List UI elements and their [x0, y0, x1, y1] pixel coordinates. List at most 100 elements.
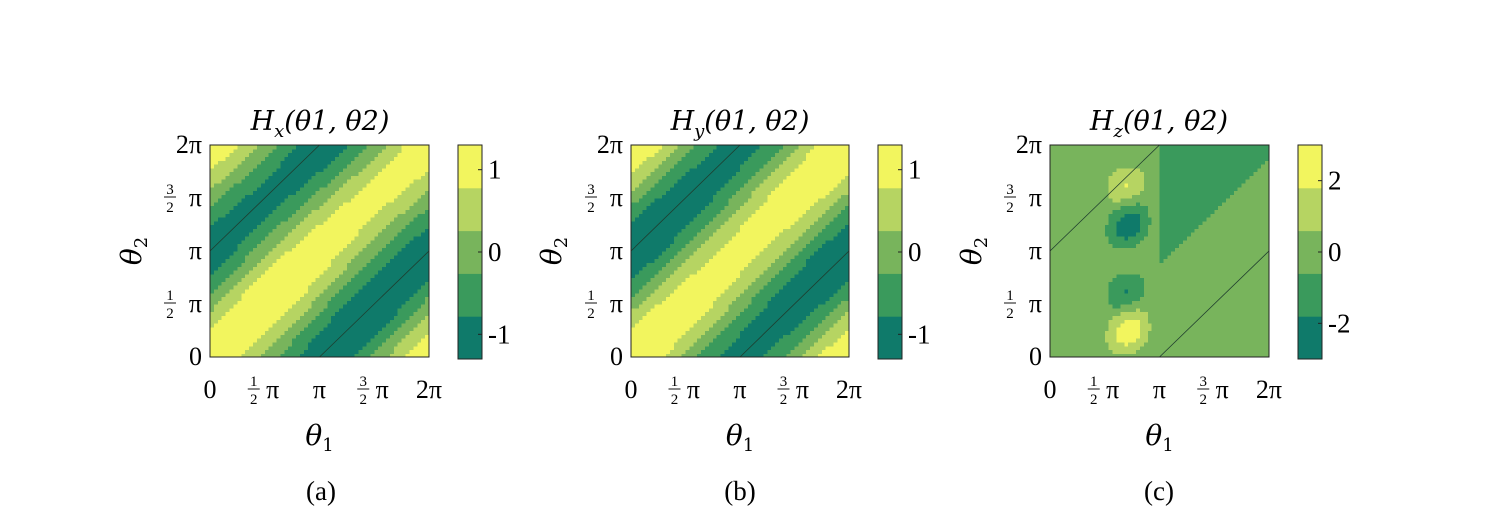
heatmap-cell	[720, 273, 726, 279]
heatmap-cell	[405, 216, 411, 222]
heatmap-cell	[697, 209, 702, 214]
heatmap-cell	[421, 258, 426, 263]
heatmap-cell	[755, 315, 761, 320]
heatmap-cell	[339, 190, 344, 195]
heatmap-cell	[327, 160, 332, 165]
heatmap-cell	[213, 330, 219, 335]
heatmap-cell	[413, 292, 418, 298]
heatmap-cell	[409, 292, 414, 298]
heatmap-cell	[755, 269, 761, 275]
heatmap-cell	[666, 349, 671, 354]
heatmap-cell	[366, 194, 371, 199]
heatmap-cell	[743, 216, 749, 222]
heatmap-cell	[253, 307, 258, 313]
heatmap-cell	[728, 171, 733, 176]
heatmap-cell	[689, 349, 694, 354]
heatmap-cell	[280, 171, 285, 176]
heatmap-cell	[233, 262, 238, 267]
heatmap-cell	[221, 277, 227, 282]
heatmap-cell	[342, 209, 348, 214]
heatmap-cell	[751, 353, 757, 358]
heatmap-cell	[374, 186, 379, 192]
heatmap-cell	[708, 167, 714, 173]
heatmap-cell	[720, 254, 726, 260]
heatmap-cell	[385, 220, 391, 226]
heatmap-cell	[292, 228, 297, 233]
heatmap-cell	[284, 304, 289, 309]
heatmap-cell	[339, 201, 344, 207]
heatmap-cell	[213, 235, 219, 241]
heatmap-cell	[225, 292, 231, 298]
heatmap-cell	[358, 239, 364, 245]
heatmap-cell	[256, 315, 262, 320]
heatmap-cell	[393, 311, 399, 316]
heatmap-cell	[697, 326, 702, 332]
heatmap-cell	[638, 349, 644, 354]
heatmap-cell	[260, 292, 266, 298]
heatmap-cell	[249, 213, 254, 218]
heatmap-cell	[233, 209, 238, 214]
heatmap-cell	[303, 285, 309, 290]
heatmap-cell	[634, 315, 640, 320]
heatmap-cell	[260, 315, 266, 320]
heatmap-cell	[642, 220, 648, 226]
heatmap-cell	[225, 304, 231, 309]
heatmap-cell	[654, 182, 659, 188]
heatmap-cell	[366, 243, 371, 248]
heatmap-cell	[732, 254, 737, 260]
heatmap-cell	[728, 307, 733, 313]
heatmap-cell	[728, 201, 733, 207]
heatmap-cell	[245, 281, 250, 286]
heatmap-cell	[751, 171, 757, 176]
heatmap-cell	[323, 235, 328, 241]
heatmap-cell	[736, 156, 741, 161]
heatmap-cell	[389, 273, 395, 279]
heatmap-cell	[362, 171, 368, 176]
heatmap-cell	[374, 171, 379, 176]
heatmap-cell	[646, 182, 652, 188]
heatmap-cell	[704, 243, 710, 248]
heatmap-cell	[319, 315, 325, 320]
heatmap-cell	[276, 334, 281, 339]
heatmap-cell	[650, 171, 655, 176]
heatmap-cell	[712, 258, 718, 263]
heatmap-cell	[704, 194, 710, 199]
heatmap-cell	[704, 296, 710, 301]
heatmap-cell	[634, 220, 640, 226]
heatmap-cell	[327, 251, 332, 256]
heatmap-cell	[327, 167, 332, 173]
heatmap-cell	[346, 179, 352, 184]
heatmap-cell	[280, 182, 285, 188]
heatmap-cell	[409, 273, 414, 279]
heatmap-cell	[701, 220, 706, 226]
heatmap-cell	[299, 145, 305, 150]
heatmap-cell	[280, 300, 285, 305]
heatmap-cell	[272, 334, 278, 339]
heatmap-cell	[669, 190, 675, 195]
heatmap-cell	[311, 171, 317, 176]
heatmap-cell	[712, 300, 718, 305]
heatmap-cell	[642, 254, 648, 260]
heatmap-cell	[315, 167, 321, 173]
heatmap-cell	[362, 288, 368, 294]
heatmap-cell	[677, 152, 683, 157]
heatmap-cell	[378, 307, 383, 313]
heatmap-cell	[264, 251, 270, 256]
heatmap-cell	[685, 163, 690, 169]
heatmap-cell	[720, 326, 726, 332]
heatmap-cell	[701, 254, 706, 260]
colorbar-tick-label: 1	[488, 155, 502, 185]
heatmap-cell	[241, 349, 246, 354]
heatmap-cell	[292, 349, 297, 354]
heatmap-cell	[319, 148, 325, 154]
heatmap-cell	[658, 175, 663, 180]
heatmap-cell	[677, 205, 683, 210]
heatmap-cell	[689, 160, 694, 165]
heatmap-cell	[272, 353, 278, 358]
heatmap-cell	[315, 338, 321, 343]
heatmap-cell	[323, 311, 328, 316]
heatmap-cell	[646, 152, 652, 157]
heatmap-cell	[370, 254, 375, 260]
heatmap-cell	[331, 304, 336, 309]
heatmap-cell	[319, 224, 325, 229]
